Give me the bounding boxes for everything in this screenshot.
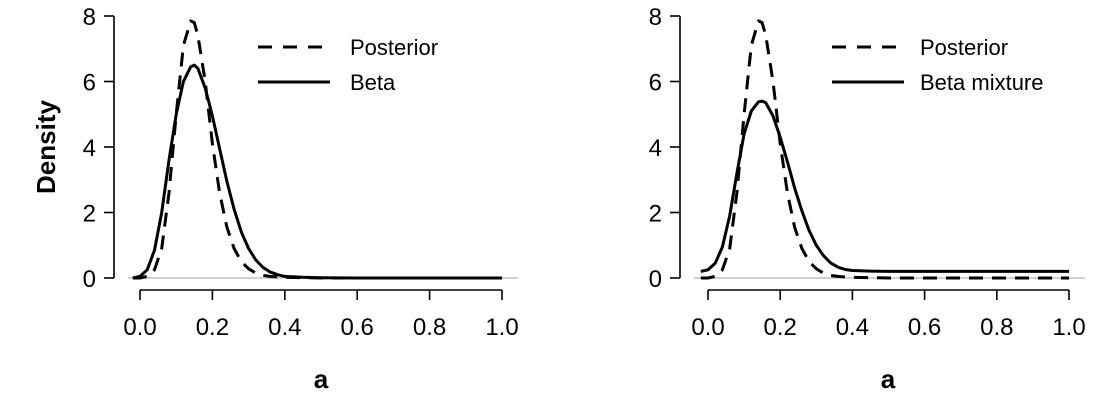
x-tick-label: 0.8 bbox=[980, 314, 1013, 341]
x-tick-label: 0.4 bbox=[836, 314, 869, 341]
y-tick-label: 6 bbox=[649, 70, 662, 97]
y-tick-label: 0 bbox=[83, 266, 96, 293]
y-axis-title: Density bbox=[31, 100, 61, 194]
y-tick-label: 8 bbox=[649, 4, 662, 31]
x-axis-title: a bbox=[314, 364, 329, 394]
series-line-beta bbox=[132, 63, 502, 280]
x-tick-label: 0.6 bbox=[908, 314, 941, 341]
y-tick-label: 2 bbox=[83, 201, 96, 228]
x-tick-label: 0.2 bbox=[196, 314, 229, 341]
series-line-beta-mixture bbox=[700, 99, 1069, 273]
x-tick-label: 0.4 bbox=[268, 314, 301, 341]
x-tick-label: 1.0 bbox=[485, 314, 518, 341]
legend-label: Beta bbox=[350, 70, 396, 95]
x-axis-title: a bbox=[881, 364, 896, 394]
y-tick-label: 2 bbox=[649, 201, 662, 228]
series-line-posterior bbox=[132, 19, 502, 280]
y-tick-label: 4 bbox=[83, 135, 96, 162]
x-tick-label: 1.0 bbox=[1052, 314, 1085, 341]
x-tick-label: 0.2 bbox=[764, 314, 797, 341]
x-tick-label: 0.6 bbox=[341, 314, 374, 341]
legend-label: Beta mixture bbox=[920, 70, 1044, 95]
chart-panel-1: 0 2 4 6 8 0.0 0.2 0.4 0.6 0.8 1.0 a Density Posterior… bbox=[31, 4, 519, 394]
y-tick-label: 8 bbox=[83, 4, 96, 31]
legend-label: Posterior bbox=[920, 35, 1008, 60]
y-tick-label: 4 bbox=[649, 135, 662, 162]
y-tick-label: 6 bbox=[83, 70, 96, 97]
x-tick-label: 0.8 bbox=[413, 314, 446, 341]
series-line-posterior bbox=[700, 19, 1069, 280]
x-tick-label: 0.0 bbox=[123, 314, 156, 341]
legend-label: Posterior bbox=[350, 35, 438, 60]
chart-panel-2: 0 2 4 6 8 0.0 0.2 0.4 0.6 0.8 1.0 a Posterior Beta mi… bbox=[649, 4, 1086, 394]
legend: Posterior Beta bbox=[258, 35, 438, 95]
y-tick-label: 0 bbox=[649, 266, 662, 293]
x-tick-label: 0.0 bbox=[691, 314, 724, 341]
legend: Posterior Beta mixture bbox=[832, 35, 1044, 95]
